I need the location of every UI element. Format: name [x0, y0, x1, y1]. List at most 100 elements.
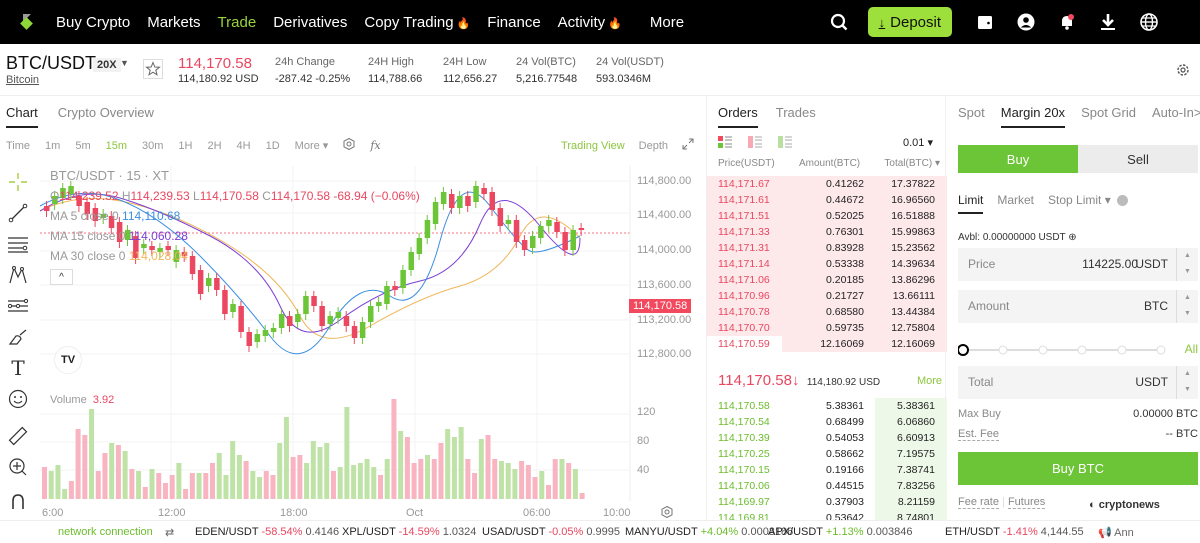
interval-30m[interactable]: 30m: [142, 139, 164, 152]
pair-selector[interactable]: BTC/USDT: [6, 53, 96, 73]
nav-markets[interactable]: Markets: [147, 13, 201, 31]
tab-spot[interactable]: Spot: [958, 105, 985, 120]
futures-link[interactable]: Futures: [1007, 496, 1046, 509]
tab-trades[interactable]: Trades: [775, 105, 816, 120]
wallet-icon[interactable]: [974, 11, 996, 33]
trend-line-icon[interactable]: [0, 197, 36, 228]
order-type-market[interactable]: Market: [997, 193, 1035, 207]
order-type-limit[interactable]: Limit: [958, 193, 984, 214]
nav-copy-trading[interactable]: Copy Trading 🔥: [364, 14, 470, 31]
total-stepper[interactable]: ▲ ▼: [1176, 366, 1198, 399]
magnet-icon[interactable]: [0, 486, 36, 517]
bid-row[interactable]: 114,170.58 5.38361 5.38361: [707, 398, 947, 414]
bid-row[interactable]: 114,170.06 0.44515 7.83256: [707, 478, 947, 494]
nav-finance[interactable]: Finance: [487, 13, 541, 31]
caret-down-icon[interactable]: ▼: [120, 58, 129, 68]
tab-margin[interactable]: Margin 20x: [1000, 105, 1066, 128]
ask-row[interactable]: 114,170.59 12.16069 12.16069: [707, 336, 947, 352]
download-icon[interactable]: [1097, 11, 1119, 33]
fee-rate-link[interactable]: Fee rate: [958, 496, 999, 509]
bid-row[interactable]: 114,170.54 0.68499 6.06860: [707, 414, 947, 430]
interval-15m[interactable]: 15m: [105, 139, 128, 152]
tab-crypto-overview[interactable]: Crypto Overview: [57, 105, 154, 120]
price-input[interactable]: Price 114225.00 USDT ▲ ▼: [958, 248, 1198, 281]
amount-slider[interactable]: All: [957, 342, 1198, 357]
precision-select[interactable]: 0.01 ▾: [903, 137, 933, 149]
view-asks-icon[interactable]: [748, 135, 762, 153]
interval-1h[interactable]: 1H: [178, 139, 193, 152]
bid-row[interactable]: 114,169.97 0.37903 8.21159: [707, 494, 947, 510]
announcement-link[interactable]: 📢 Ann: [1098, 527, 1134, 539]
footer-ticker-item[interactable]: XPL/USDT -14.59% 1.0324: [342, 526, 477, 538]
fib-retracement-icon[interactable]: [0, 290, 36, 321]
bid-row[interactable]: 114,170.39 0.54053 6.60913: [707, 430, 947, 446]
price-stepper[interactable]: ▲ ▼: [1176, 248, 1198, 281]
interval-5m[interactable]: 5m: [75, 139, 91, 152]
zoom-in-icon[interactable]: [0, 451, 36, 482]
buy-btc-button[interactable]: Buy BTC: [958, 452, 1198, 485]
depth-toggle[interactable]: Depth: [638, 139, 668, 152]
text-tool-icon[interactable]: T: [11, 355, 25, 380]
tradingview-logo[interactable]: TV: [54, 346, 82, 374]
nav-buy-crypto[interactable]: Buy Crypto: [56, 13, 131, 31]
ask-row[interactable]: 114,171.14 0.53338 14.39634: [707, 256, 947, 272]
ask-row[interactable]: 114,171.51 0.52025 16.51888: [707, 208, 947, 224]
fullscreen-icon[interactable]: [682, 138, 694, 153]
user-icon[interactable]: [1015, 11, 1037, 33]
time-axis-settings-icon[interactable]: [661, 505, 673, 523]
bid-row[interactable]: 114,170.25 0.58662 7.19575: [707, 446, 947, 462]
chart-settings-icon[interactable]: [343, 137, 355, 153]
pattern-icon[interactable]: [0, 259, 36, 290]
ruler-icon[interactable]: [0, 420, 36, 451]
footer-ticker-item[interactable]: MANYU/USDT +4.04% 0.0003186: [625, 526, 794, 538]
deposit-button[interactable]: ↓ Deposit: [867, 7, 952, 37]
leverage-badge[interactable]: 20X: [93, 58, 121, 72]
favorite-star-icon[interactable]: [143, 59, 163, 79]
indicators-fx-icon[interactable]: fx: [370, 139, 381, 152]
tab-auto-invest[interactable]: Auto-In>: [1151, 105, 1200, 120]
interval-2h[interactable]: 2H: [207, 139, 222, 152]
ask-row[interactable]: 114,171.33 0.76301 15.99863: [707, 224, 947, 240]
footer-ticker-item[interactable]: EDEN/USDT -58.54% 0.4146: [195, 526, 340, 538]
tab-orders[interactable]: Orders: [718, 105, 758, 128]
horizontal-lines-icon[interactable]: [0, 228, 36, 259]
info-icon[interactable]: [1116, 195, 1128, 206]
order-type-stop-limit[interactable]: Stop Limit ▾: [1048, 193, 1111, 207]
nav-more[interactable]: More: [649, 13, 685, 31]
ask-row[interactable]: 114,170.96 0.21727 13.66111: [707, 288, 947, 304]
interval-more[interactable]: More ▾: [294, 140, 329, 152]
amount-stepper[interactable]: ▲ ▼: [1176, 290, 1198, 323]
collapse-legend-button[interactable]: ^: [50, 269, 73, 285]
more-link[interactable]: More: [916, 375, 942, 387]
footer-ticker-item[interactable]: USAD/USDT -0.05% 0.9995: [482, 526, 621, 538]
sell-toggle[interactable]: Sell: [1078, 145, 1198, 173]
view-both-icon[interactable]: [718, 135, 732, 153]
ask-row[interactable]: 114,170.78 0.68580 13.44384: [707, 304, 947, 320]
trading-view-toggle[interactable]: Trading View: [561, 139, 625, 152]
amount-input[interactable]: Amount BTC ▲ ▼: [958, 290, 1198, 323]
footer-ticker-item[interactable]: ETH/USDT -1.41% 4,144.55: [945, 526, 1084, 538]
swap-icon[interactable]: ⇄: [165, 527, 175, 539]
footer-ticker-item[interactable]: APX/USDT +1.13% 0.003846: [768, 526, 913, 538]
interval-4h[interactable]: 4H: [236, 139, 251, 152]
total-input[interactable]: Total USDT ▲ ▼: [958, 366, 1198, 399]
globe-icon[interactable]: [1138, 11, 1160, 33]
emoji-icon[interactable]: [0, 383, 36, 414]
tab-spot-grid[interactable]: Spot Grid: [1081, 105, 1136, 120]
add-funds-icon[interactable]: ⊕: [1068, 232, 1077, 243]
ask-row[interactable]: 114,171.06 0.20185 13.86296: [707, 272, 947, 288]
crosshair-icon[interactable]: [0, 166, 36, 197]
ask-row[interactable]: 114,171.61 0.44672 16.96560: [707, 192, 947, 208]
logo[interactable]: [0, 0, 40, 44]
ask-row[interactable]: 114,171.31 0.83928 15.23562: [707, 240, 947, 256]
nav-activity[interactable]: Activity 🔥: [558, 14, 622, 31]
ask-row[interactable]: 114,171.67 0.41262 17.37822: [707, 176, 947, 192]
interval-1d[interactable]: 1D: [265, 139, 280, 152]
interval-time[interactable]: Time: [6, 139, 31, 152]
view-bids-icon[interactable]: [778, 135, 792, 153]
tab-chart[interactable]: Chart: [6, 105, 38, 128]
buy-toggle[interactable]: Buy: [958, 145, 1078, 173]
col-total[interactable]: Total(BTC) ▾: [884, 158, 940, 169]
coin-name-link[interactable]: Bitcoin: [6, 74, 40, 86]
search-icon[interactable]: [828, 11, 850, 33]
